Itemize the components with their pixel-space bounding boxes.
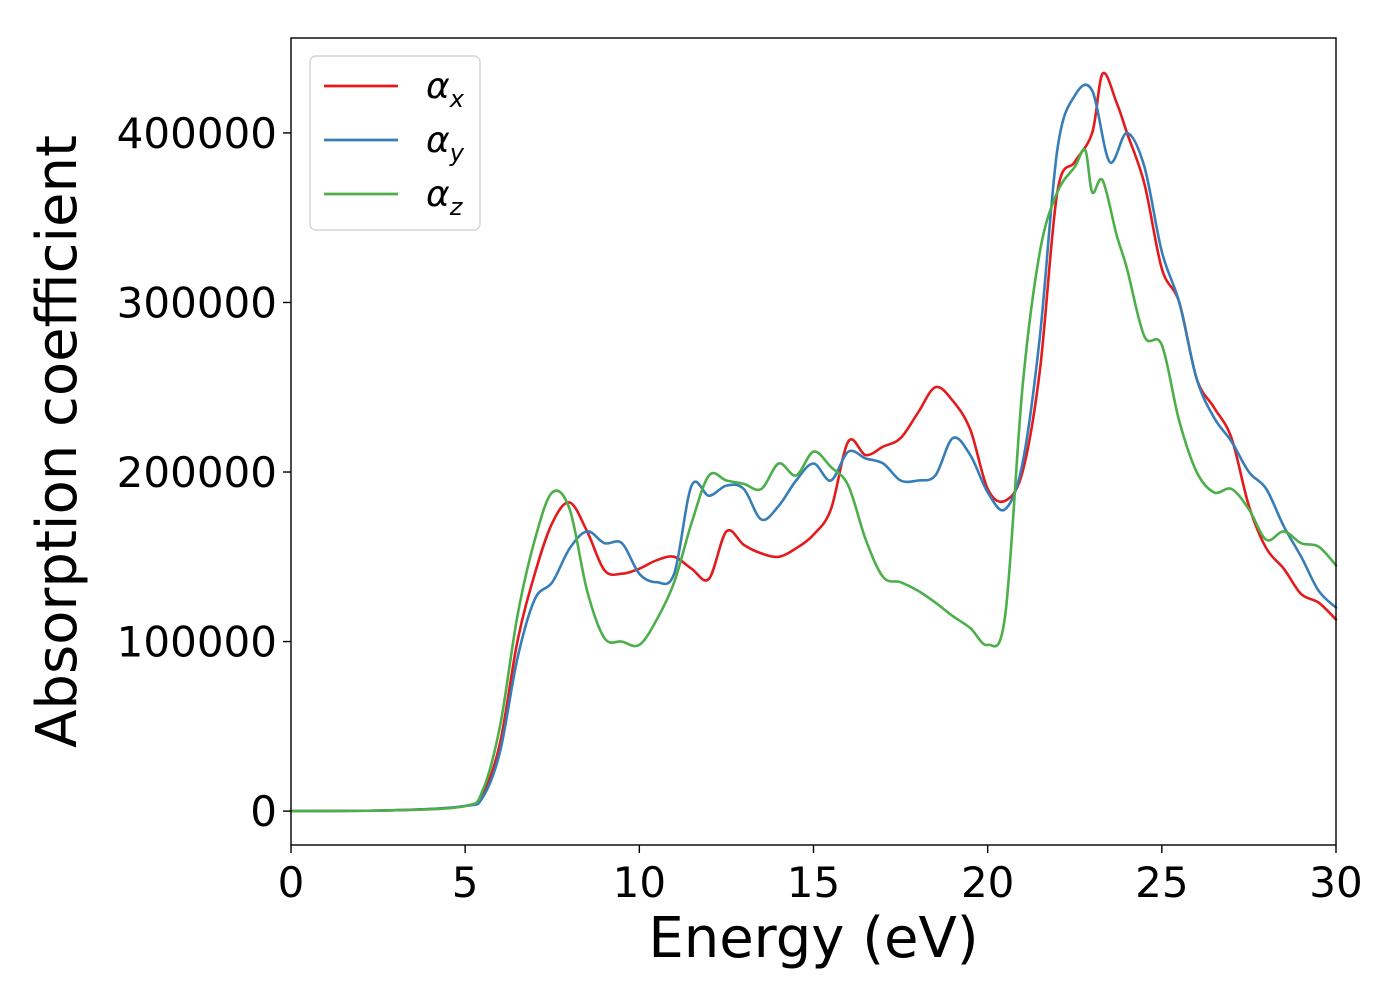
y-tick-label: 300000 <box>117 278 277 327</box>
x-tick-label: 20 <box>961 858 1014 907</box>
legend-label-x: αx <box>426 66 465 113</box>
x-axis-label: Energy (eV) <box>648 906 978 971</box>
x-tick-label: 0 <box>278 858 305 907</box>
x-axis-ticks: 0 5 10 15 20 25 30 <box>278 845 1363 907</box>
x-tick-label: 5 <box>452 858 479 907</box>
y-tick-label: 200000 <box>117 448 277 497</box>
y-axis-label: Absorption coefficient <box>25 135 90 748</box>
series-layer <box>289 71 1338 813</box>
x-tick-label: 25 <box>1135 858 1188 907</box>
y-tick-label: 100000 <box>117 618 277 667</box>
legend-box <box>309 55 481 231</box>
y-axis-ticks: 0 100000 200000 300000 400000 <box>117 109 291 836</box>
y-tick-label: 0 <box>250 787 277 836</box>
x-tick-label: 30 <box>1309 858 1362 907</box>
x-tick-label: 10 <box>613 858 666 907</box>
y-tick-label: 400000 <box>117 109 277 158</box>
x-tick-label: 15 <box>787 858 840 907</box>
series-line-z <box>289 147 1338 813</box>
